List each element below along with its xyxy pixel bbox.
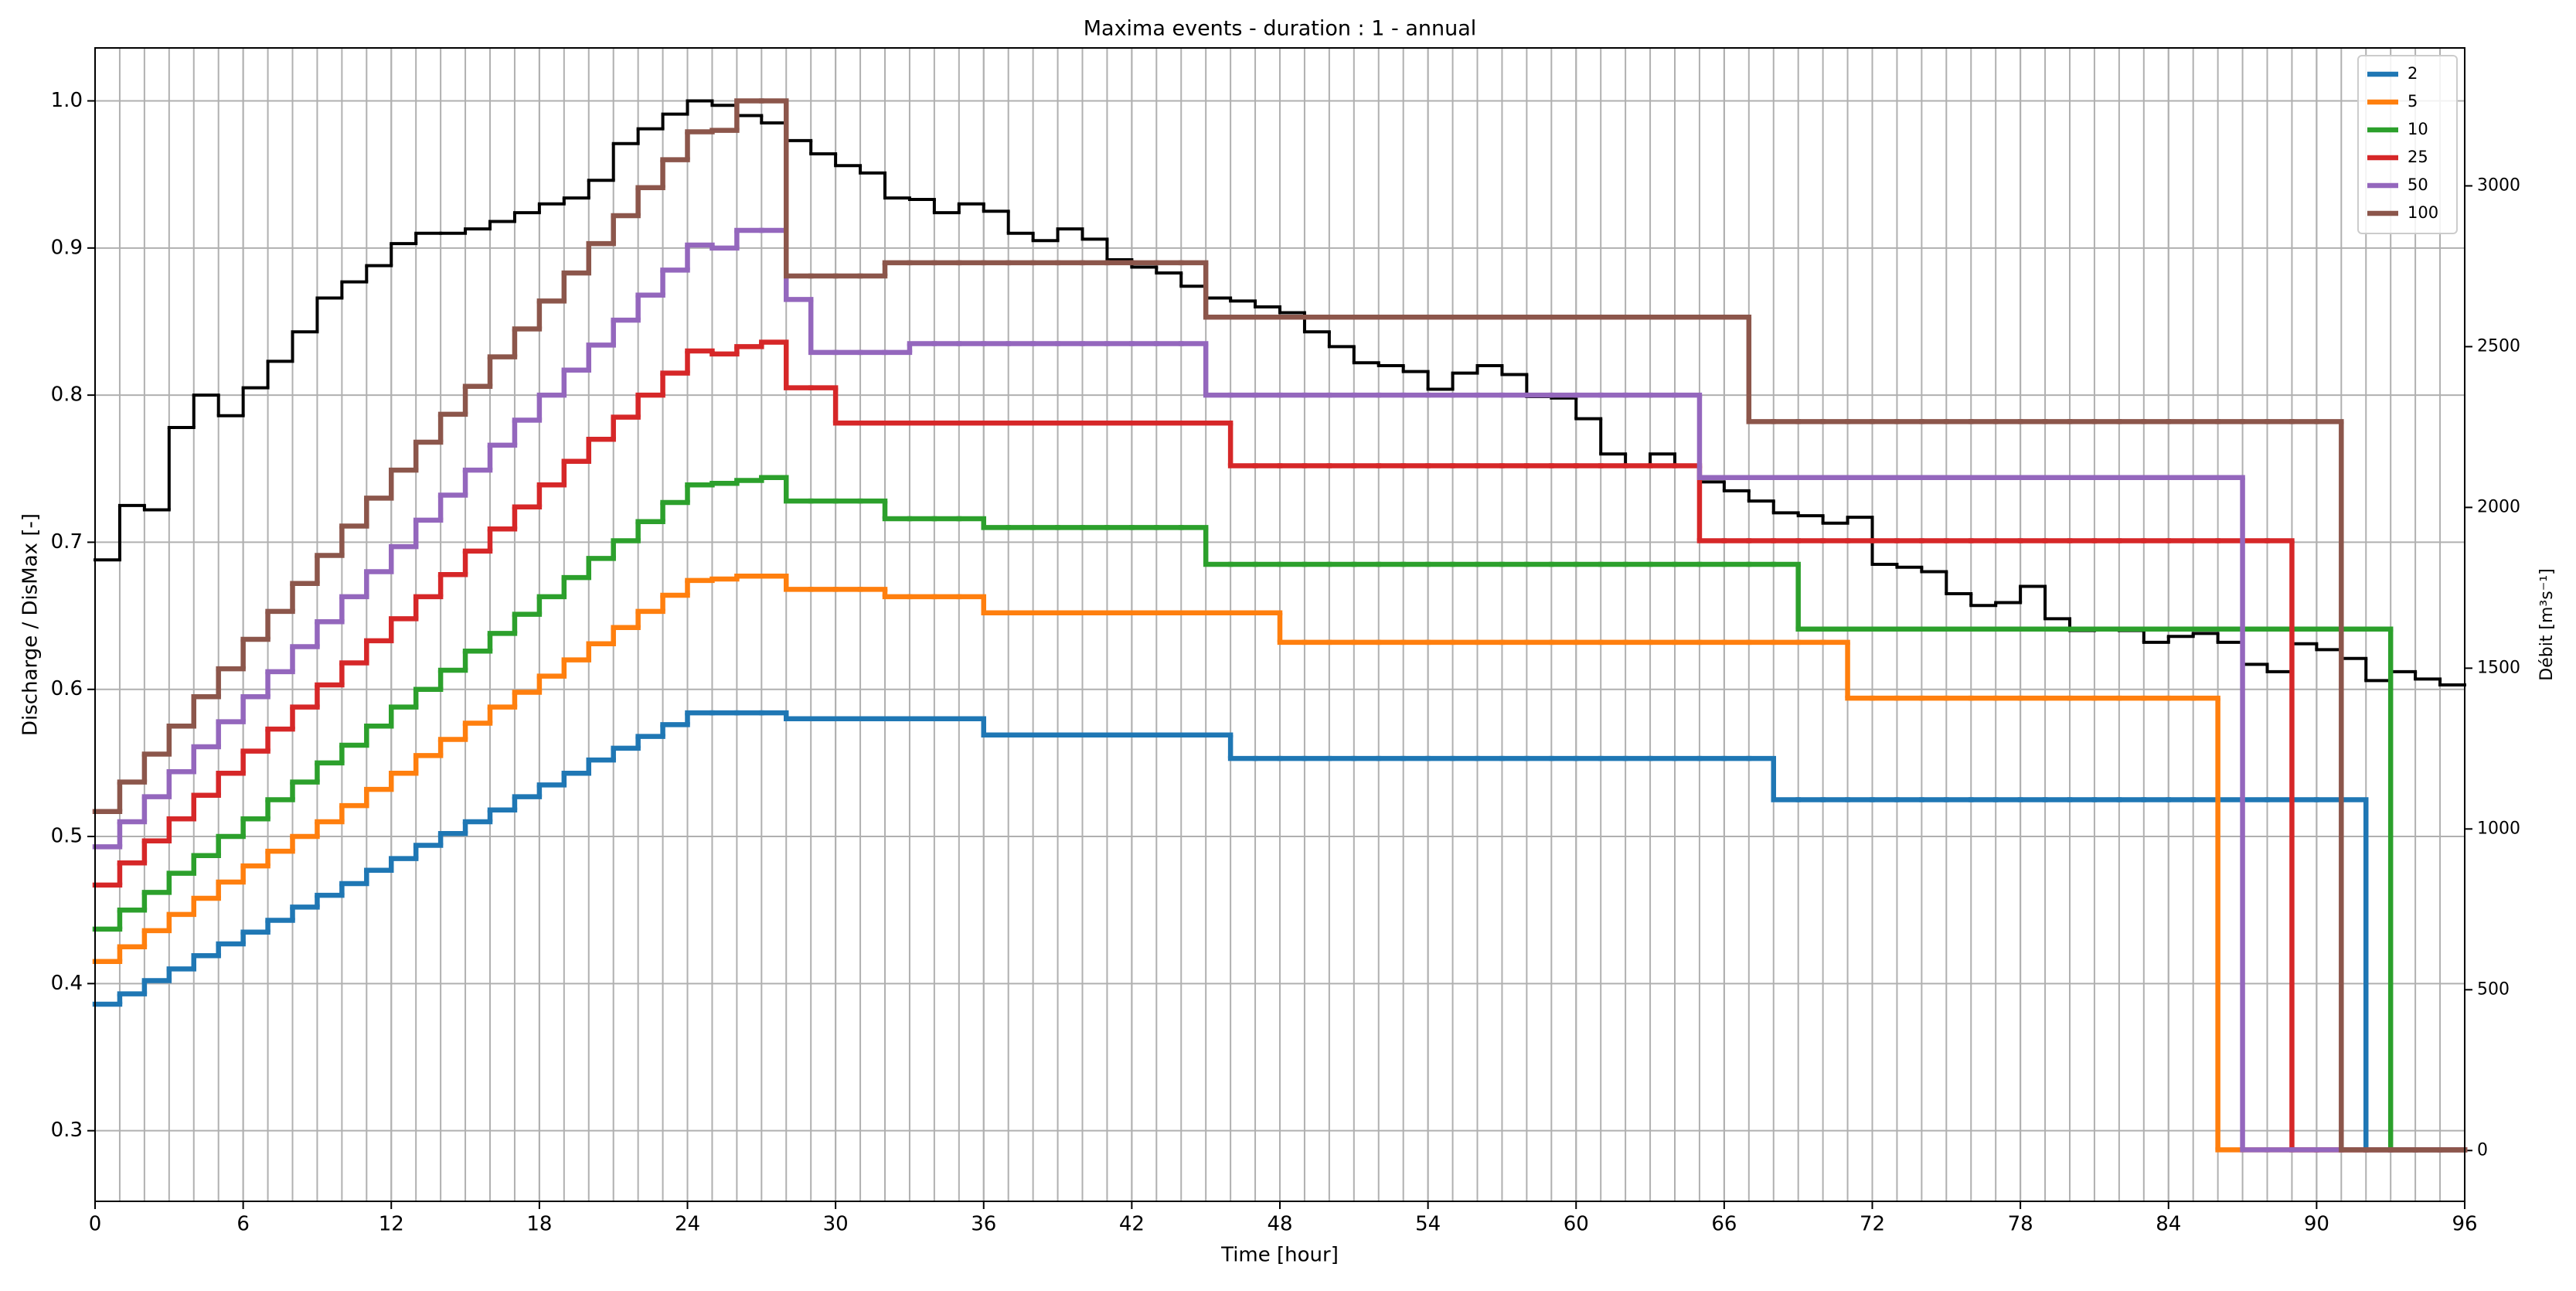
y-tick-label: 0.3	[51, 1119, 83, 1142]
x-tick-label: 24	[675, 1213, 700, 1236]
x-tick-label: 90	[2304, 1213, 2329, 1236]
y-tick-label: 0.8	[51, 383, 83, 407]
series	[92, 573, 2468, 1153]
x-tick-label: 96	[2452, 1213, 2477, 1236]
y-tick-label: 0.5	[51, 825, 83, 848]
x-tick-label: 12	[379, 1213, 404, 1236]
legend-label: 5	[2408, 92, 2418, 111]
y-tick-label: 1.0	[51, 89, 83, 112]
series	[92, 475, 2468, 1153]
legend-label: 50	[2408, 175, 2428, 194]
y2-tick-label: 2000	[2477, 497, 2520, 516]
y2-tick-label: 1500	[2477, 658, 2520, 677]
series	[92, 339, 2468, 1153]
y-tick-label: 0.4	[51, 972, 83, 995]
y-axis-label: Discharge / DisMax [-]	[19, 513, 43, 736]
legend-label: 100	[2408, 203, 2438, 222]
y2-tick-label: 1000	[2477, 819, 2520, 838]
x-tick-label: 48	[1267, 1213, 1292, 1236]
plot-frame	[94, 47, 2465, 1202]
chart-title: Maxima events - duration : 1 - annual	[1084, 17, 1477, 41]
legend-label: 25	[2408, 148, 2428, 166]
y2-tick-label: 2500	[2477, 336, 2520, 356]
y2-tick-label: 3000	[2477, 175, 2520, 195]
x-tick-label: 66	[1711, 1213, 1737, 1236]
series	[92, 98, 2468, 1153]
x-tick-label: 84	[2156, 1213, 2181, 1236]
x-tick-label: 42	[1119, 1213, 1145, 1236]
y-tick-label: 0.6	[51, 677, 83, 700]
y2-tick-label: 0	[2477, 1140, 2488, 1160]
x-tick-label: 6	[237, 1213, 250, 1236]
legend-label: 10	[2408, 120, 2428, 138]
x-tick-label: 30	[823, 1213, 849, 1236]
y-tick-label: 0.7	[51, 530, 83, 554]
x-tick-label: 72	[1860, 1213, 1885, 1236]
x-tick-label: 0	[89, 1213, 102, 1236]
y2-axis-label: Débit [m³s⁻¹]	[2537, 568, 2557, 680]
x-axis-label: Time [hour]	[1220, 1244, 1339, 1267]
x-tick-label: 60	[1564, 1213, 1589, 1236]
x-tick-label: 78	[2008, 1213, 2033, 1236]
x-tick-label: 54	[1415, 1213, 1441, 1236]
series	[92, 710, 2468, 1153]
y-tick-label: 0.9	[51, 236, 83, 259]
x-tick-label: 18	[526, 1213, 552, 1236]
x-tick-label: 36	[971, 1213, 996, 1236]
legend-label: 2	[2408, 64, 2418, 83]
y2-tick-label: 500	[2477, 979, 2510, 999]
